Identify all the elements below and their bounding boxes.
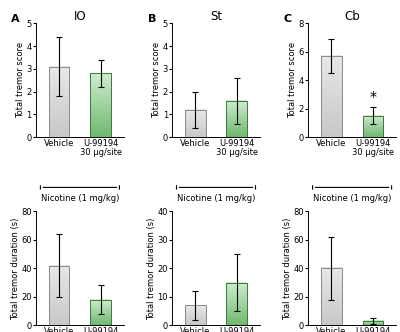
Title: St: St [210, 10, 222, 23]
Text: Nicotine (1 mg/kg): Nicotine (1 mg/kg) [41, 194, 119, 203]
Bar [185, 110, 206, 137]
Bar [362, 116, 384, 137]
Text: B: B [148, 14, 156, 24]
Title: Cb: Cb [344, 10, 360, 23]
Bar [48, 66, 70, 137]
Y-axis label: Total tremor duration (s): Total tremor duration (s) [147, 217, 156, 319]
Bar [48, 266, 70, 325]
Bar [226, 283, 247, 325]
Bar [362, 321, 384, 325]
Y-axis label: Total tremor duration (s): Total tremor duration (s) [11, 217, 20, 319]
Text: *: * [370, 90, 376, 104]
Text: A: A [12, 14, 20, 24]
Bar [90, 300, 111, 325]
Bar [90, 73, 111, 137]
Bar [321, 56, 342, 137]
Text: C: C [284, 14, 292, 24]
Bar [185, 305, 206, 325]
Text: Nicotine (1 mg/kg): Nicotine (1 mg/kg) [177, 194, 255, 203]
Bar [321, 268, 342, 325]
Y-axis label: Total tremor score: Total tremor score [288, 42, 297, 118]
Title: IO: IO [74, 10, 86, 23]
Y-axis label: Total tremor score: Total tremor score [16, 42, 25, 118]
Text: Nicotine (1 mg/kg): Nicotine (1 mg/kg) [313, 194, 391, 203]
Y-axis label: Total tremor duration (s): Total tremor duration (s) [283, 217, 292, 319]
Bar [226, 101, 247, 137]
Y-axis label: Total tremor score: Total tremor score [152, 42, 161, 118]
